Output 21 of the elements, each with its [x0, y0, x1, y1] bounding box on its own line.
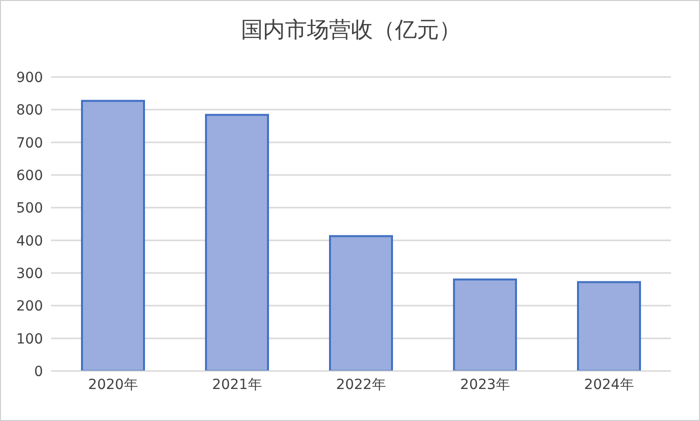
y-tick-label: 800 — [16, 102, 43, 119]
x-tick-label: 2020年 — [88, 376, 138, 393]
y-tick-label: 900 — [16, 70, 43, 86]
bar — [577, 281, 641, 371]
y-tick-label: 300 — [16, 266, 43, 282]
x-tick-label: 2021年 — [212, 376, 262, 393]
bar — [205, 114, 269, 371]
x-tick-label: 2023年 — [460, 376, 510, 393]
y-tick-label: 400 — [16, 233, 43, 250]
y-tick-label: 700 — [16, 135, 43, 152]
bar — [329, 235, 393, 371]
y-tick-label: 100 — [16, 331, 43, 348]
y-tick-label: 600 — [16, 168, 43, 184]
y-tick-label: 500 — [16, 200, 43, 217]
y-tick-label: 0 — [34, 364, 43, 380]
chart-title: 国内市场营收（亿元） — [240, 17, 462, 45]
bar — [453, 278, 517, 371]
bar — [81, 100, 145, 371]
x-tick-label: 2024年 — [584, 376, 634, 393]
y-tick-label: 200 — [16, 298, 43, 315]
x-tick-label: 2022年 — [336, 376, 386, 393]
